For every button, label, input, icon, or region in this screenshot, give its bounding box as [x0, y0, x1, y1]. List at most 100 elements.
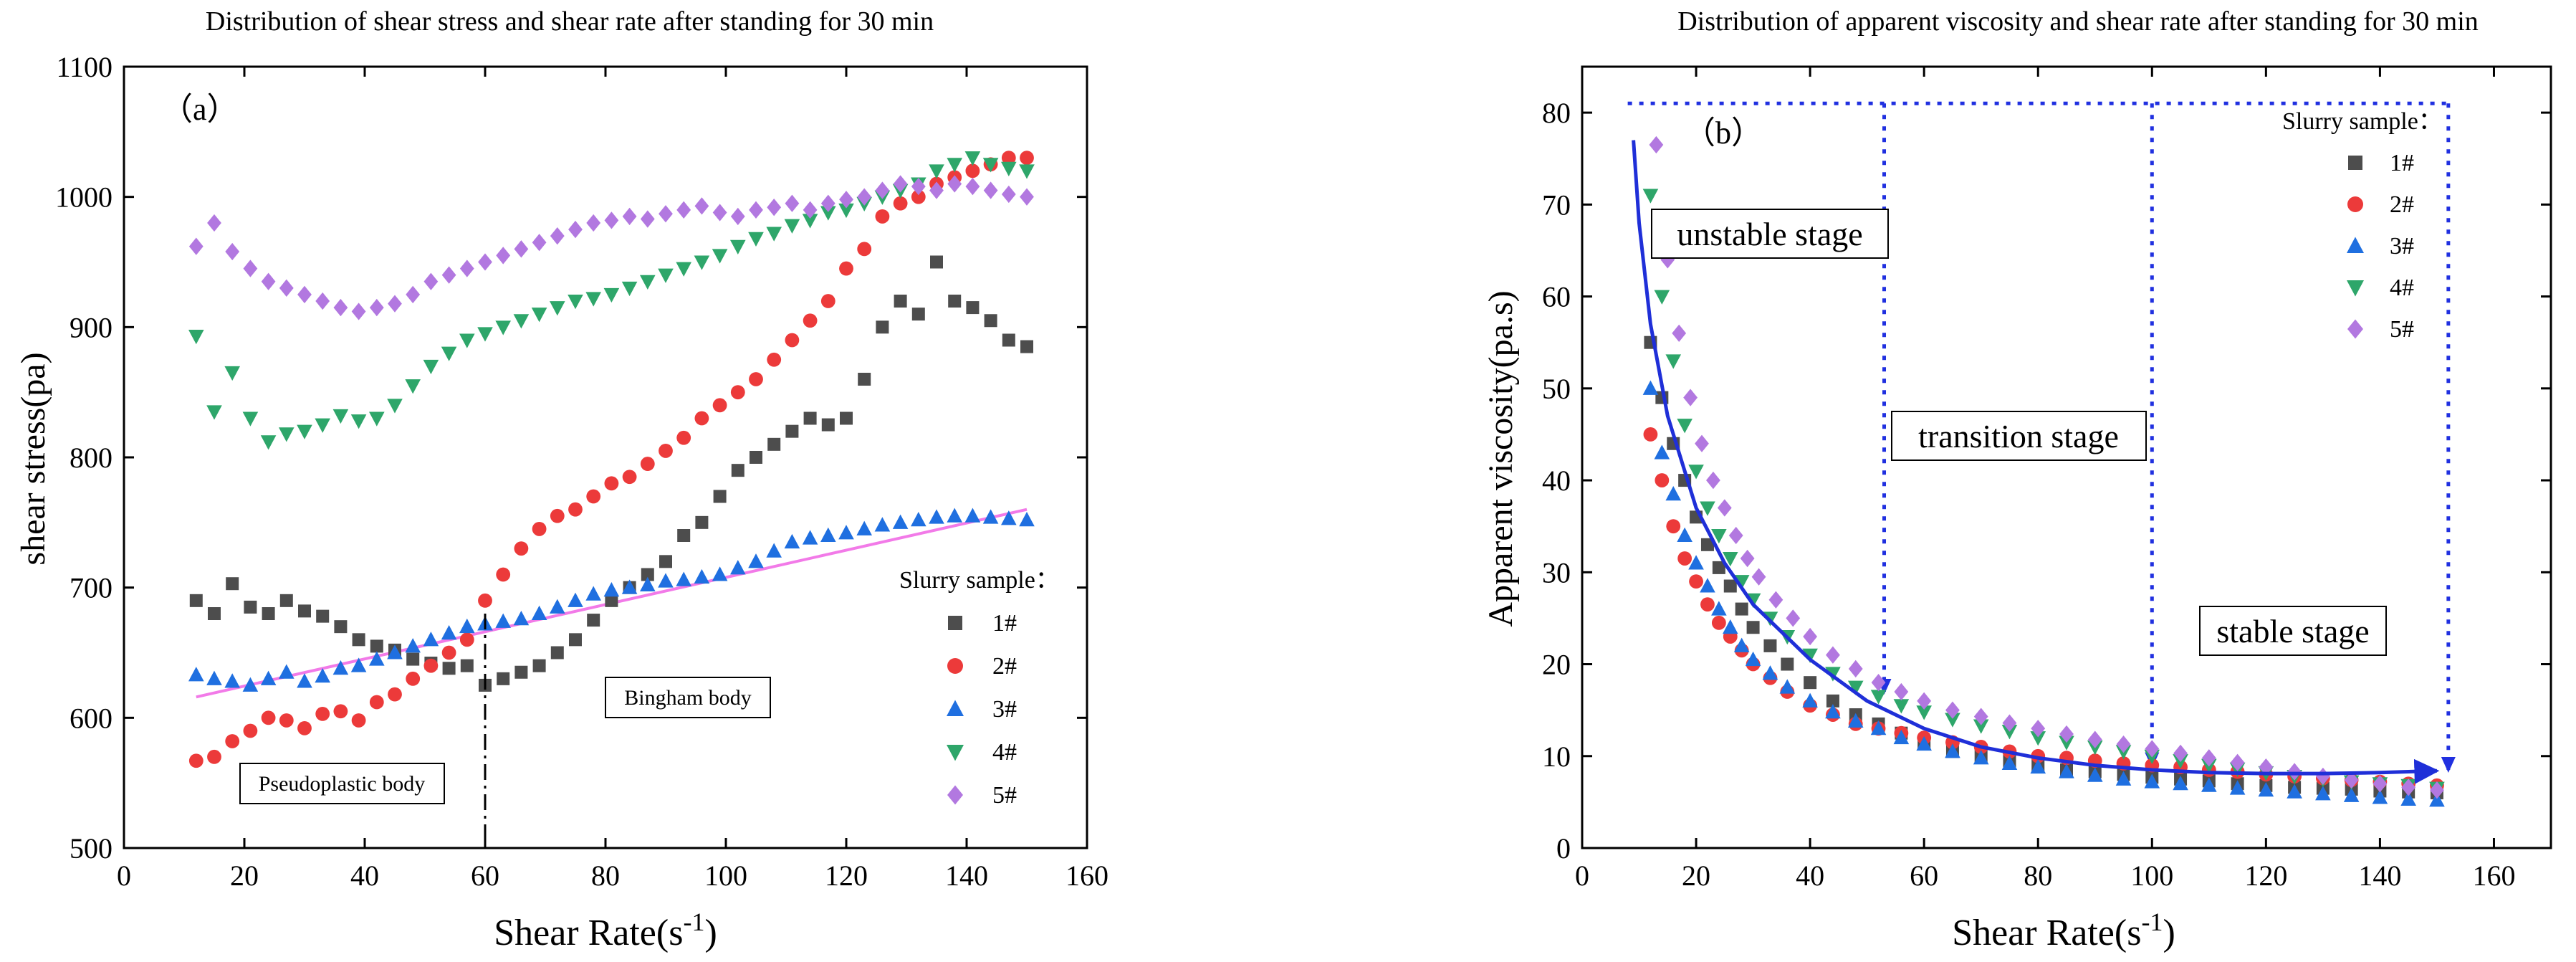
- series-5-point: [785, 194, 800, 212]
- series-3-point: [495, 613, 511, 628]
- series-5-point: [1728, 526, 1743, 545]
- series-5-point: [2259, 758, 2274, 776]
- series-4-point: [297, 424, 312, 439]
- series-4-point: [929, 164, 944, 179]
- series-3-point: [712, 566, 728, 581]
- series-5-point: [676, 201, 691, 219]
- series-1-point: [605, 594, 618, 607]
- series-3-point: [387, 644, 403, 659]
- series-3-point: [2287, 784, 2302, 799]
- series-5-point: [315, 292, 330, 310]
- y-tick-label: 40: [1542, 465, 1571, 497]
- y-tick-label: 1100: [56, 51, 112, 83]
- transition-stage-box: [1891, 411, 2147, 461]
- series-1-point: [1020, 340, 1033, 353]
- series-4-point: [1870, 690, 1887, 705]
- series-4-point: [495, 320, 511, 335]
- series-4-point: [242, 411, 259, 427]
- series-3-point: [2087, 767, 2103, 782]
- series-1-point: [894, 295, 907, 308]
- series-1-point: [1804, 676, 1817, 690]
- legend-entry: 5#: [992, 782, 1017, 809]
- x-tick-label: 40: [350, 859, 379, 892]
- legend-marker-4: [2347, 280, 2364, 297]
- series-3-point: [1802, 692, 1818, 708]
- bingham-label-box: [605, 677, 771, 718]
- series-1-point: [460, 659, 474, 672]
- chart-a-title: Distribution of shear stress and shear r…: [206, 6, 934, 37]
- chart-a-xlabel: Shear Rate(s-1): [494, 908, 717, 953]
- series-4-point: [1019, 164, 1035, 179]
- unstable-stage-label: unstable stage: [1677, 216, 1862, 252]
- series-3-point: [1733, 637, 1750, 652]
- chart-a-legend: Slurry sample： 1# 2# 3# 4# 5#: [899, 567, 1060, 809]
- series-2-point: [333, 704, 348, 719]
- series-2-point: [532, 522, 547, 536]
- chart-b-plot-frame: [1581, 65, 2552, 849]
- legend-marker-1: [948, 616, 962, 630]
- chart-b-trend-curve: [1632, 140, 2440, 784]
- transition-stage-label: transition stage: [1918, 418, 2119, 454]
- series-4-point: [206, 405, 222, 420]
- y-tick-label: 900: [70, 311, 112, 343]
- series-2-point: [369, 695, 384, 710]
- legend-title: Slurry sample：: [899, 567, 1060, 594]
- series-4-point: [802, 214, 818, 229]
- series-5-point: [441, 266, 456, 284]
- legend-entry: 5#: [2390, 316, 2414, 343]
- series-3-point: [838, 525, 854, 540]
- legend-title: Slurry sample：: [2282, 108, 2443, 135]
- series-2-point: [730, 385, 745, 400]
- series-3-point: [929, 509, 944, 524]
- series-5-point: [730, 207, 745, 226]
- series-4-point: [387, 399, 403, 414]
- series-1-point: [767, 437, 781, 451]
- series-4-point: [1893, 699, 1910, 714]
- series-4-point: [1665, 354, 1682, 369]
- series-1-point: [731, 464, 744, 477]
- series-2-point: [875, 209, 890, 224]
- series-5-point: [1917, 692, 1932, 710]
- series-1-point: [352, 633, 365, 647]
- legend-entry: 3#: [992, 696, 1017, 723]
- series-4-point: [423, 359, 439, 375]
- series-5-point: [243, 259, 258, 277]
- series-5-point: [1649, 135, 1664, 154]
- series-1-point: [858, 373, 871, 386]
- chart-b: Distribution of apparent viscosity and s…: [1482, 6, 2552, 953]
- y-tick-label: 60: [1542, 281, 1571, 313]
- series-3-point: [1973, 750, 1989, 765]
- series-3-point: [964, 508, 981, 523]
- series-3-point: [947, 508, 962, 523]
- series-5-point: [749, 201, 763, 219]
- series-5-point: [875, 181, 890, 199]
- series-2-point: [441, 645, 456, 660]
- series-4-point: [640, 275, 656, 290]
- series-2-point: [640, 457, 655, 471]
- series-5-point: [659, 205, 673, 223]
- series-2-point: [893, 196, 908, 211]
- series-1-point: [406, 652, 420, 666]
- legend-entry: 1#: [2390, 150, 2414, 176]
- series-3-point: [459, 618, 475, 634]
- series-1-point: [550, 646, 564, 659]
- series-1-point: [803, 411, 817, 425]
- series-2-point: [1689, 574, 1703, 589]
- series-3-point: [1700, 578, 1715, 593]
- series-4-point: [1916, 705, 1932, 720]
- series-1-point: [840, 411, 853, 425]
- series-4-point: [568, 295, 583, 310]
- series-5-point: [388, 295, 402, 313]
- series-3-point: [911, 511, 927, 527]
- series-3-point: [730, 560, 746, 575]
- legend-marker-5: [947, 785, 963, 805]
- series-2-point: [297, 720, 312, 735]
- series-1-point: [442, 662, 456, 675]
- series-5-point: [514, 240, 529, 258]
- series-1-point: [1781, 657, 1794, 671]
- series-3-point: [2001, 755, 2018, 771]
- series-2-point: [406, 671, 421, 686]
- series-5-point: [893, 175, 908, 193]
- series-2-point: [803, 313, 818, 328]
